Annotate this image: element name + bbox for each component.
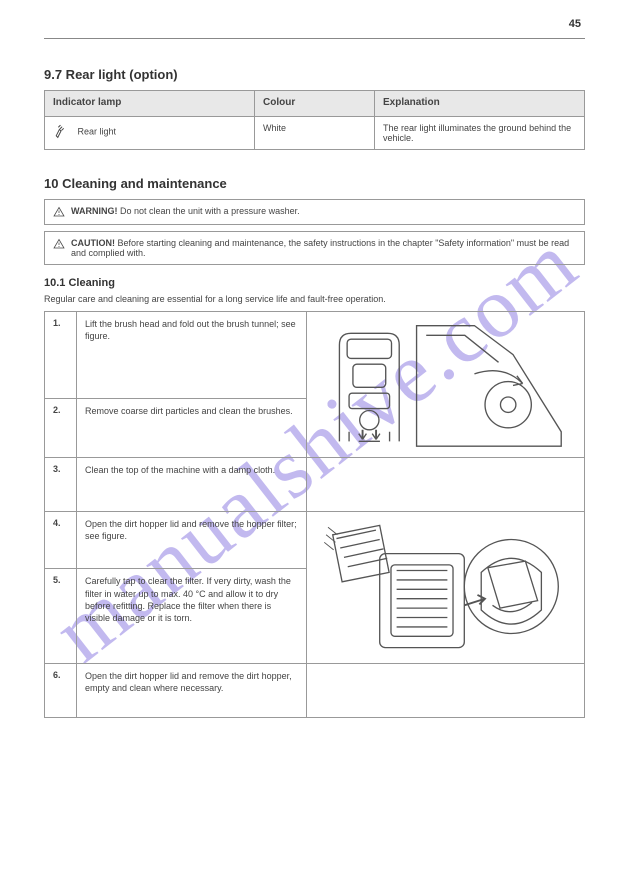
brush-head-illustration [311,316,580,451]
step-number: 3. [45,458,77,512]
step-row: 4. Open the dirt hopper lid and remove t… [45,512,585,569]
caution-icon [53,238,65,250]
warning-2-text: CAUTION! Before starting cleaning and ma… [71,238,576,258]
step-text: Clean the top of the machine with a damp… [77,458,307,512]
section-rear-light-title: 9.7 Rear light (option) [44,67,585,82]
step-text: Remove coarse dirt particles and clean t… [77,399,307,458]
step-number: 1. [45,312,77,399]
col-colour: Colour [255,91,375,117]
table-row: Rear light White The rear light illumina… [45,117,585,150]
section-cleaning-title: 10 Cleaning and maintenance [44,176,585,191]
step-number: 6. [45,664,77,718]
rear-light-icon [53,123,71,141]
step-number: 4. [45,512,77,569]
col-explanation: Explanation [375,91,585,117]
page-body: 45 9.7 Rear light (option) Indicator lam… [0,0,629,718]
cell-colour: White [255,117,375,150]
page-number: 45 [569,18,581,30]
col-indicator-lamp: Indicator lamp [45,91,255,117]
steps-table: 1. Lift the brush head and fold out the … [44,311,585,718]
cell-lamp: Rear light [45,117,255,150]
warning-box-1: WARNING! Do not clean the unit with a pr… [44,199,585,225]
step-number: 2. [45,399,77,458]
warning-icon [53,206,65,218]
step-figure-brush-head [307,312,585,458]
subsection-cleaning-intro: Regular care and cleaning are essential … [44,293,585,305]
warning-box-2: CAUTION! Before starting cleaning and ma… [44,231,585,265]
top-rule [44,38,585,39]
step-row: 6. Open the dirt hopper lid and remove t… [45,664,585,718]
step-text: Carefully tap to clear the filter. If ve… [77,569,307,664]
step-number: 5. [45,569,77,664]
step-figure-empty [307,664,585,718]
warning-1-text: WARNING! Do not clean the unit with a pr… [71,206,300,216]
step-row: 3. Clean the top of the machine with a d… [45,458,585,512]
indicator-lamp-table: Indicator lamp Colour Explanation Rear l… [44,90,585,150]
hopper-filter-illustration [311,516,580,657]
cell-explanation: The rear light illuminates the ground be… [375,117,585,150]
step-row: 1. Lift the brush head and fold out the … [45,312,585,399]
step-figure-hopper-filter [307,512,585,664]
step-text: Lift the brush head and fold out the bru… [77,312,307,399]
subsection-cleaning-title: 10.1 Cleaning [44,277,585,289]
step-figure-empty [307,458,585,512]
step-text: Open the dirt hopper lid and remove the … [77,664,307,718]
cell-lamp-label: Rear light [78,126,117,136]
step-text: Open the dirt hopper lid and remove the … [77,512,307,569]
table-header-row: Indicator lamp Colour Explanation [45,91,585,117]
